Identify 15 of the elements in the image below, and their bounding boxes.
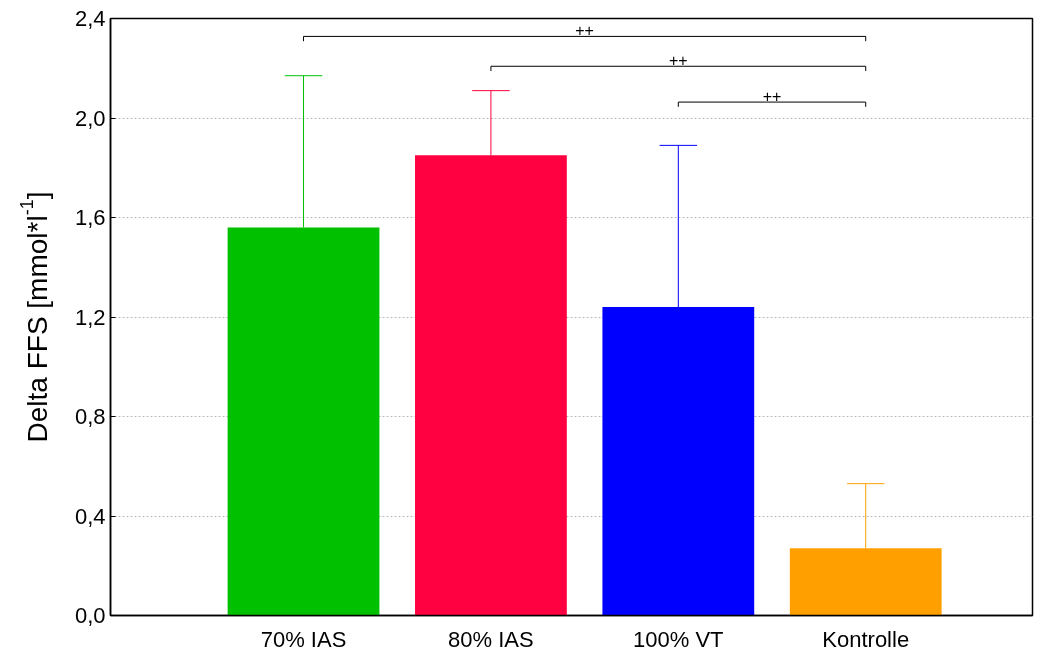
y-tick-label: 0,4 xyxy=(74,503,106,529)
x-tick-label: 70% IAS xyxy=(260,626,347,652)
y-tick-label: 1,6 xyxy=(74,205,106,230)
x-tick-label: 100% VT xyxy=(633,626,724,652)
y-tick-label: 0,8 xyxy=(74,404,106,429)
y-tick-label: 2,0 xyxy=(74,105,106,131)
y-tick-label: 1,2 xyxy=(74,304,106,330)
x-tick-label: 80% IAS xyxy=(448,626,534,652)
y-tick-label: 0,0 xyxy=(74,603,106,628)
y-tick-label: 2,4 xyxy=(74,6,106,31)
y-axis-title: Delta FFS [mmol*l-1] xyxy=(17,191,53,443)
x-tick-label: Kontrolle xyxy=(822,626,910,652)
annotation: ++ xyxy=(762,88,782,106)
annotation: ++ xyxy=(575,22,594,40)
annotation: ++ xyxy=(668,52,688,70)
